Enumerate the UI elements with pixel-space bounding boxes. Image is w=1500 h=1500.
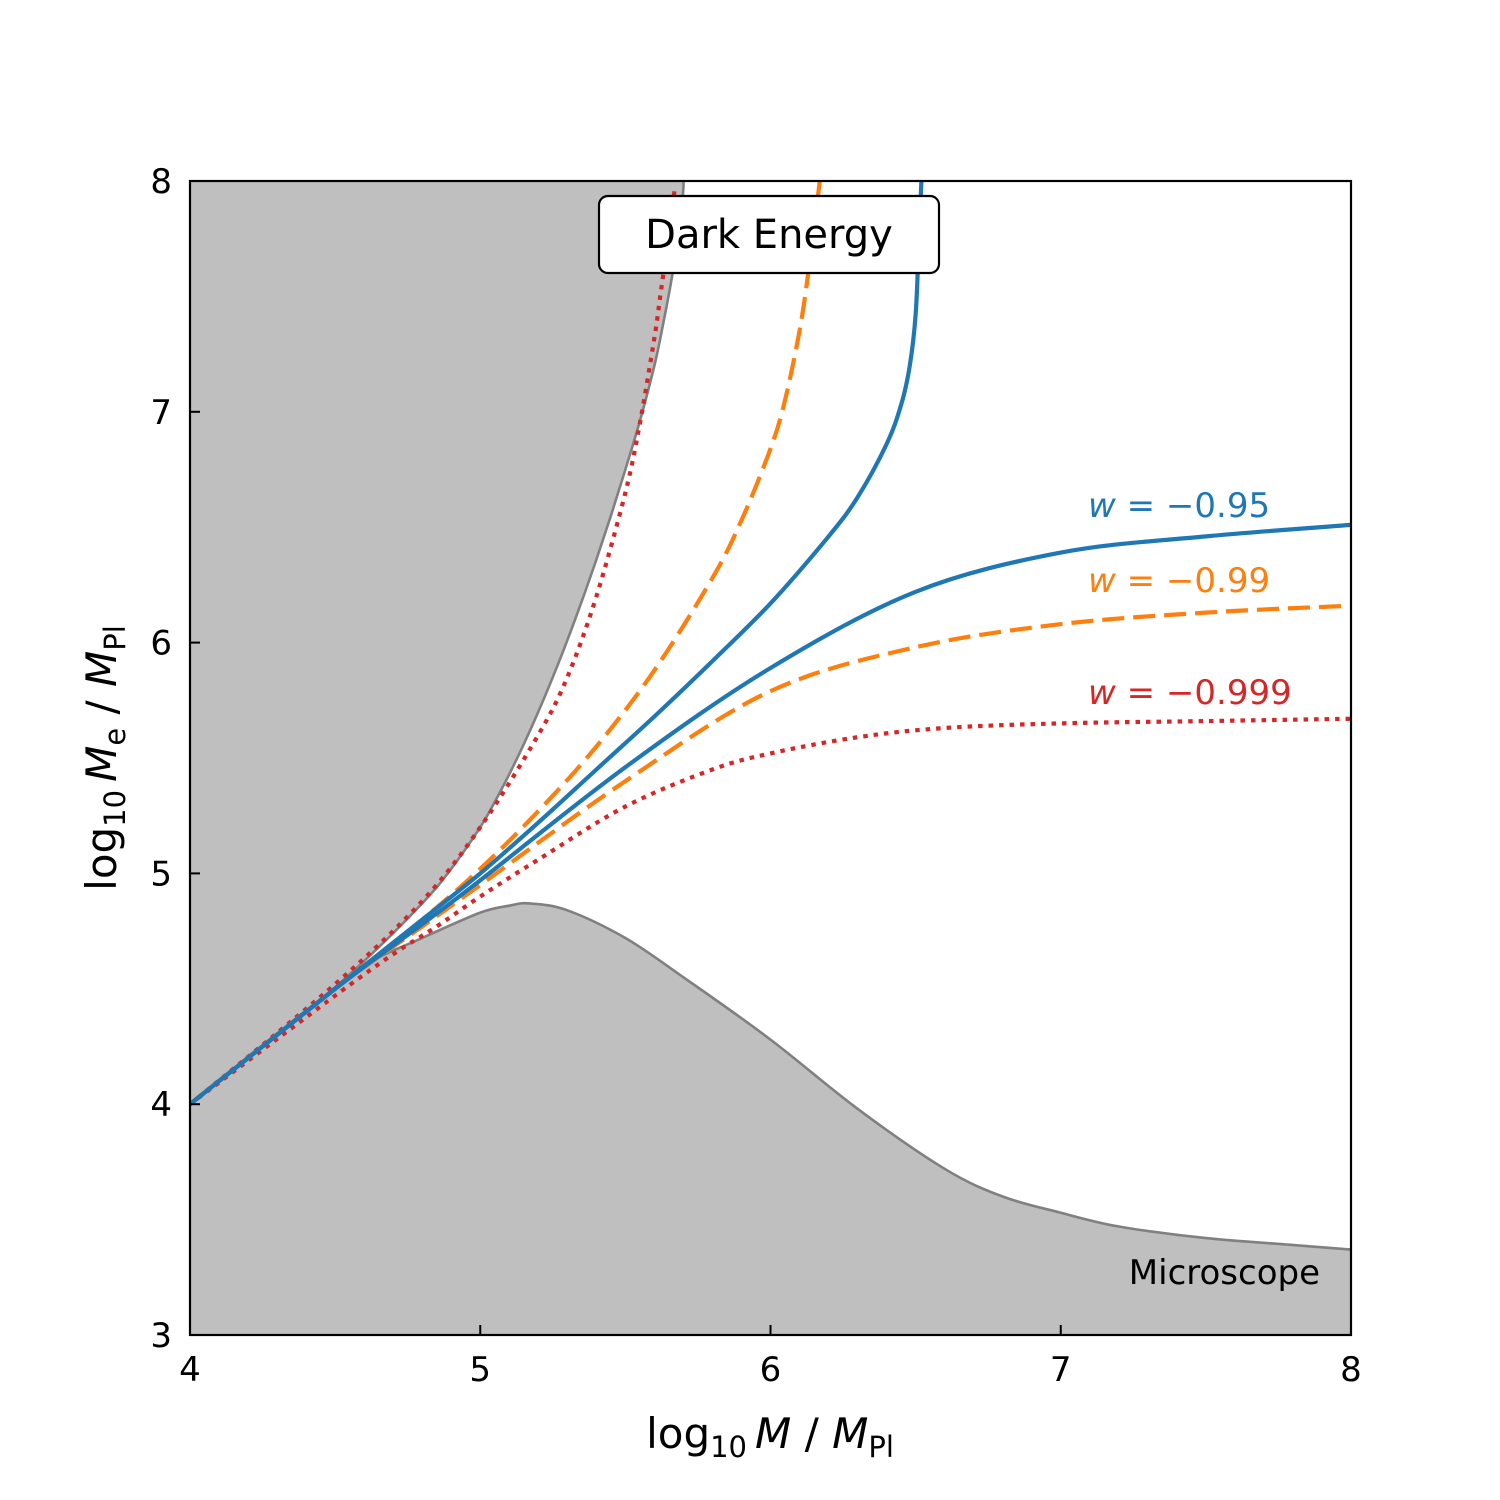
- title-box: [597, 194, 941, 275]
- x-label-sep: /: [791, 1409, 832, 1458]
- w-value: −0.99: [1166, 561, 1270, 601]
- w-equals: =: [1116, 486, 1166, 526]
- y-tick-label: 8: [150, 162, 172, 202]
- w-equals: =: [1116, 673, 1166, 713]
- x-label-log: log: [646, 1409, 710, 1458]
- w-symbol: w: [1088, 486, 1116, 526]
- curves: [190, 181, 1351, 1106]
- x-tick-label: 7: [1050, 1350, 1072, 1390]
- y-label-sep: /: [77, 687, 126, 728]
- series-curve-2-upper: [190, 189, 677, 1106]
- x-axis-label: log10 M / MPl: [646, 1409, 894, 1464]
- y-tick-label: 4: [150, 1085, 172, 1125]
- x-tick-label: 4: [179, 1350, 201, 1390]
- series-label-w-0999: w = −0.999: [1088, 673, 1292, 713]
- y-tick-label: 3: [150, 1316, 172, 1356]
- y-label-log-sub: 10: [98, 790, 132, 827]
- w-value: −0.95: [1166, 486, 1270, 526]
- y-label-var: M: [77, 746, 126, 782]
- chart-title: Dark Energy: [645, 212, 893, 258]
- series-curve-1-lower: [190, 603, 1351, 1106]
- w-symbol: w: [1088, 561, 1116, 601]
- y-label-unit: M: [77, 651, 126, 687]
- excluded-region-upper: [190, 181, 684, 1105]
- y-tick-label: 7: [150, 393, 172, 433]
- excluded-region-microscope: [190, 903, 1351, 1335]
- series-curve-0-upper: [190, 181, 924, 1106]
- y-axis-label: log10Me / MPl: [77, 625, 132, 891]
- x-tick-label: 5: [469, 1350, 491, 1390]
- y-tick-label: 5: [150, 854, 172, 894]
- y-label-log: log: [77, 827, 126, 891]
- x-tick-label: 8: [1340, 1350, 1362, 1390]
- w-symbol: w: [1088, 673, 1116, 713]
- w-equals: =: [1116, 561, 1166, 601]
- x-label-unit-sub: Pl: [868, 1430, 894, 1464]
- x-label-var: M: [755, 1409, 791, 1458]
- w-value: −0.999: [1166, 673, 1292, 713]
- x-label-log-sub: 10: [710, 1430, 747, 1464]
- series-label-w-095: w = −0.95: [1088, 486, 1270, 526]
- series-curve-2-lower: [190, 716, 1351, 1106]
- x-axis-ticks: 4 5 6 7 8: [179, 1325, 1362, 1390]
- x-label-unit: M: [832, 1409, 868, 1458]
- excluded-regions: [190, 181, 1351, 1335]
- y-tick-label: 6: [150, 624, 172, 664]
- y-axis-ticks: 3 4 5 6 7 8: [150, 162, 200, 1356]
- y-label-unit-sub: Pl: [98, 625, 132, 651]
- y-label-var-sub: e: [98, 728, 132, 746]
- x-tick-label: 6: [760, 1350, 782, 1390]
- microscope-label: Microscope: [1129, 1253, 1320, 1293]
- series-label-w-099: w = −0.99: [1088, 561, 1270, 601]
